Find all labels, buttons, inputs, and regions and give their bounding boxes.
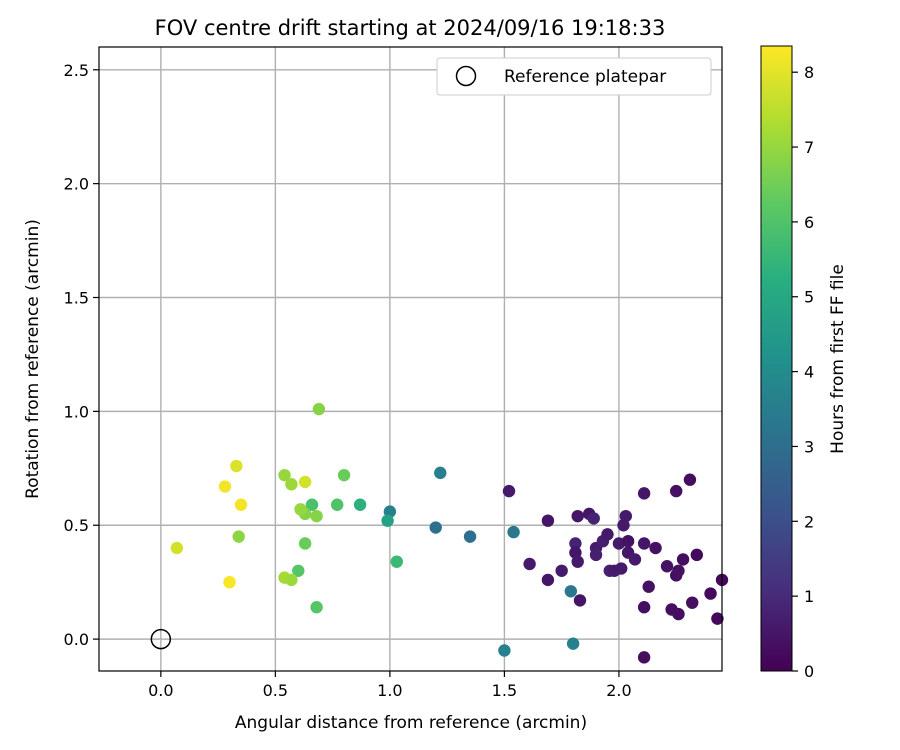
x-tick-label: 0.0 — [148, 681, 173, 700]
legend: Reference platepar — [436, 57, 712, 96]
data-point — [353, 498, 367, 511]
x-tick-label: 1.0 — [377, 681, 402, 700]
colorbar-tick-label: 0 — [804, 662, 814, 681]
legend-label: Reference platepar — [504, 67, 666, 87]
colorbar-tick-label: 1 — [804, 587, 814, 606]
x-tick-label: 0.5 — [263, 681, 288, 700]
data-point — [601, 528, 614, 541]
data-point — [589, 548, 603, 562]
data-point — [669, 484, 683, 498]
data-point — [507, 525, 520, 539]
data-point — [637, 651, 651, 664]
data-point — [285, 478, 298, 491]
grid-lines — [99, 47, 722, 671]
x-tick-label: 1.5 — [492, 681, 517, 700]
data-point — [569, 537, 582, 550]
data-point — [564, 585, 578, 598]
data-point — [230, 459, 243, 473]
data-point — [649, 541, 662, 555]
colorbar-label: Hours from first FF file — [828, 264, 848, 454]
data-point — [704, 587, 717, 600]
y-tick-label: 2.0 — [64, 175, 89, 194]
colorbar-ticks: 0 1 2 3 4 5 6 7 8 — [792, 63, 814, 681]
data-point — [223, 575, 236, 589]
colorbar-tick-label: 3 — [804, 437, 814, 456]
colorbar-tick-label: 7 — [804, 138, 814, 157]
data-point — [541, 573, 555, 587]
y-tick-label: 0.5 — [64, 516, 89, 535]
data-point — [294, 503, 307, 516]
data-point — [310, 601, 323, 614]
data-point — [434, 466, 447, 480]
data-point — [571, 509, 584, 523]
data-point — [310, 509, 323, 523]
data-point — [285, 573, 298, 587]
colorbar-tick-label: 5 — [804, 288, 814, 307]
x-tick-label: 2.0 — [606, 681, 631, 700]
data-point — [628, 553, 642, 566]
data-point — [218, 480, 232, 493]
plot-frame — [98, 46, 723, 672]
data-point — [621, 534, 635, 548]
colorbar-tick-label: 8 — [804, 63, 814, 82]
y-tick-label: 0.0 — [64, 630, 89, 649]
data-point — [660, 560, 674, 573]
data-point — [642, 580, 655, 593]
data-point — [170, 541, 184, 555]
data-point — [587, 512, 600, 525]
data-point — [331, 498, 344, 511]
data-point — [463, 530, 477, 543]
data-point — [298, 475, 312, 489]
data-point — [555, 564, 568, 577]
y-tick-label: 2.5 — [64, 61, 89, 80]
data-point — [292, 564, 305, 577]
y-tick-label: 1.0 — [64, 402, 89, 421]
data-point — [498, 644, 511, 657]
data-point — [390, 555, 403, 568]
data-point — [672, 607, 685, 621]
data-point — [711, 612, 724, 625]
data-point — [232, 530, 245, 543]
data-point — [683, 473, 697, 486]
data-point — [541, 514, 555, 527]
colorbar — [760, 45, 793, 672]
data-point — [312, 402, 326, 416]
data-point — [278, 468, 291, 482]
data-point — [571, 555, 584, 568]
data-point — [337, 468, 351, 482]
data-point — [686, 596, 699, 609]
data-point — [381, 514, 394, 527]
data-point — [690, 548, 704, 562]
y-axis-label: Rotation from reference (arcmin) — [23, 219, 43, 499]
legend-box — [436, 57, 712, 96]
data-point — [566, 637, 580, 650]
x-axis-label: Angular distance from reference (arcmin) — [235, 713, 587, 733]
data-point — [429, 521, 442, 534]
colorbar-tick-label: 2 — [804, 512, 814, 531]
data-point — [234, 498, 248, 511]
chart-title: FOV centre drift starting at 2024/09/16 … — [155, 16, 666, 40]
y-tick-label: 1.5 — [64, 289, 89, 308]
data-point — [502, 484, 516, 498]
data-points — [170, 402, 729, 664]
data-point — [637, 601, 651, 614]
legend-marker-icon — [455, 65, 477, 87]
data-point — [298, 537, 312, 550]
colorbar-tick-label: 4 — [804, 363, 814, 382]
data-point — [676, 553, 690, 566]
data-point — [637, 537, 651, 550]
data-point — [305, 498, 319, 511]
data-point — [619, 509, 633, 523]
data-point — [615, 562, 628, 575]
x-axis-ticks: 0.0 0.5 1.0 1.5 2.0 — [148, 671, 632, 700]
colorbar-tick-label: 6 — [804, 213, 814, 232]
data-point — [637, 487, 651, 500]
data-point — [573, 594, 587, 607]
reference-marker — [150, 628, 172, 650]
y-axis-ticks: 0.0 0.5 1.0 1.5 2.0 2.5 — [64, 61, 99, 649]
data-point — [672, 564, 685, 577]
data-point — [523, 557, 536, 571]
